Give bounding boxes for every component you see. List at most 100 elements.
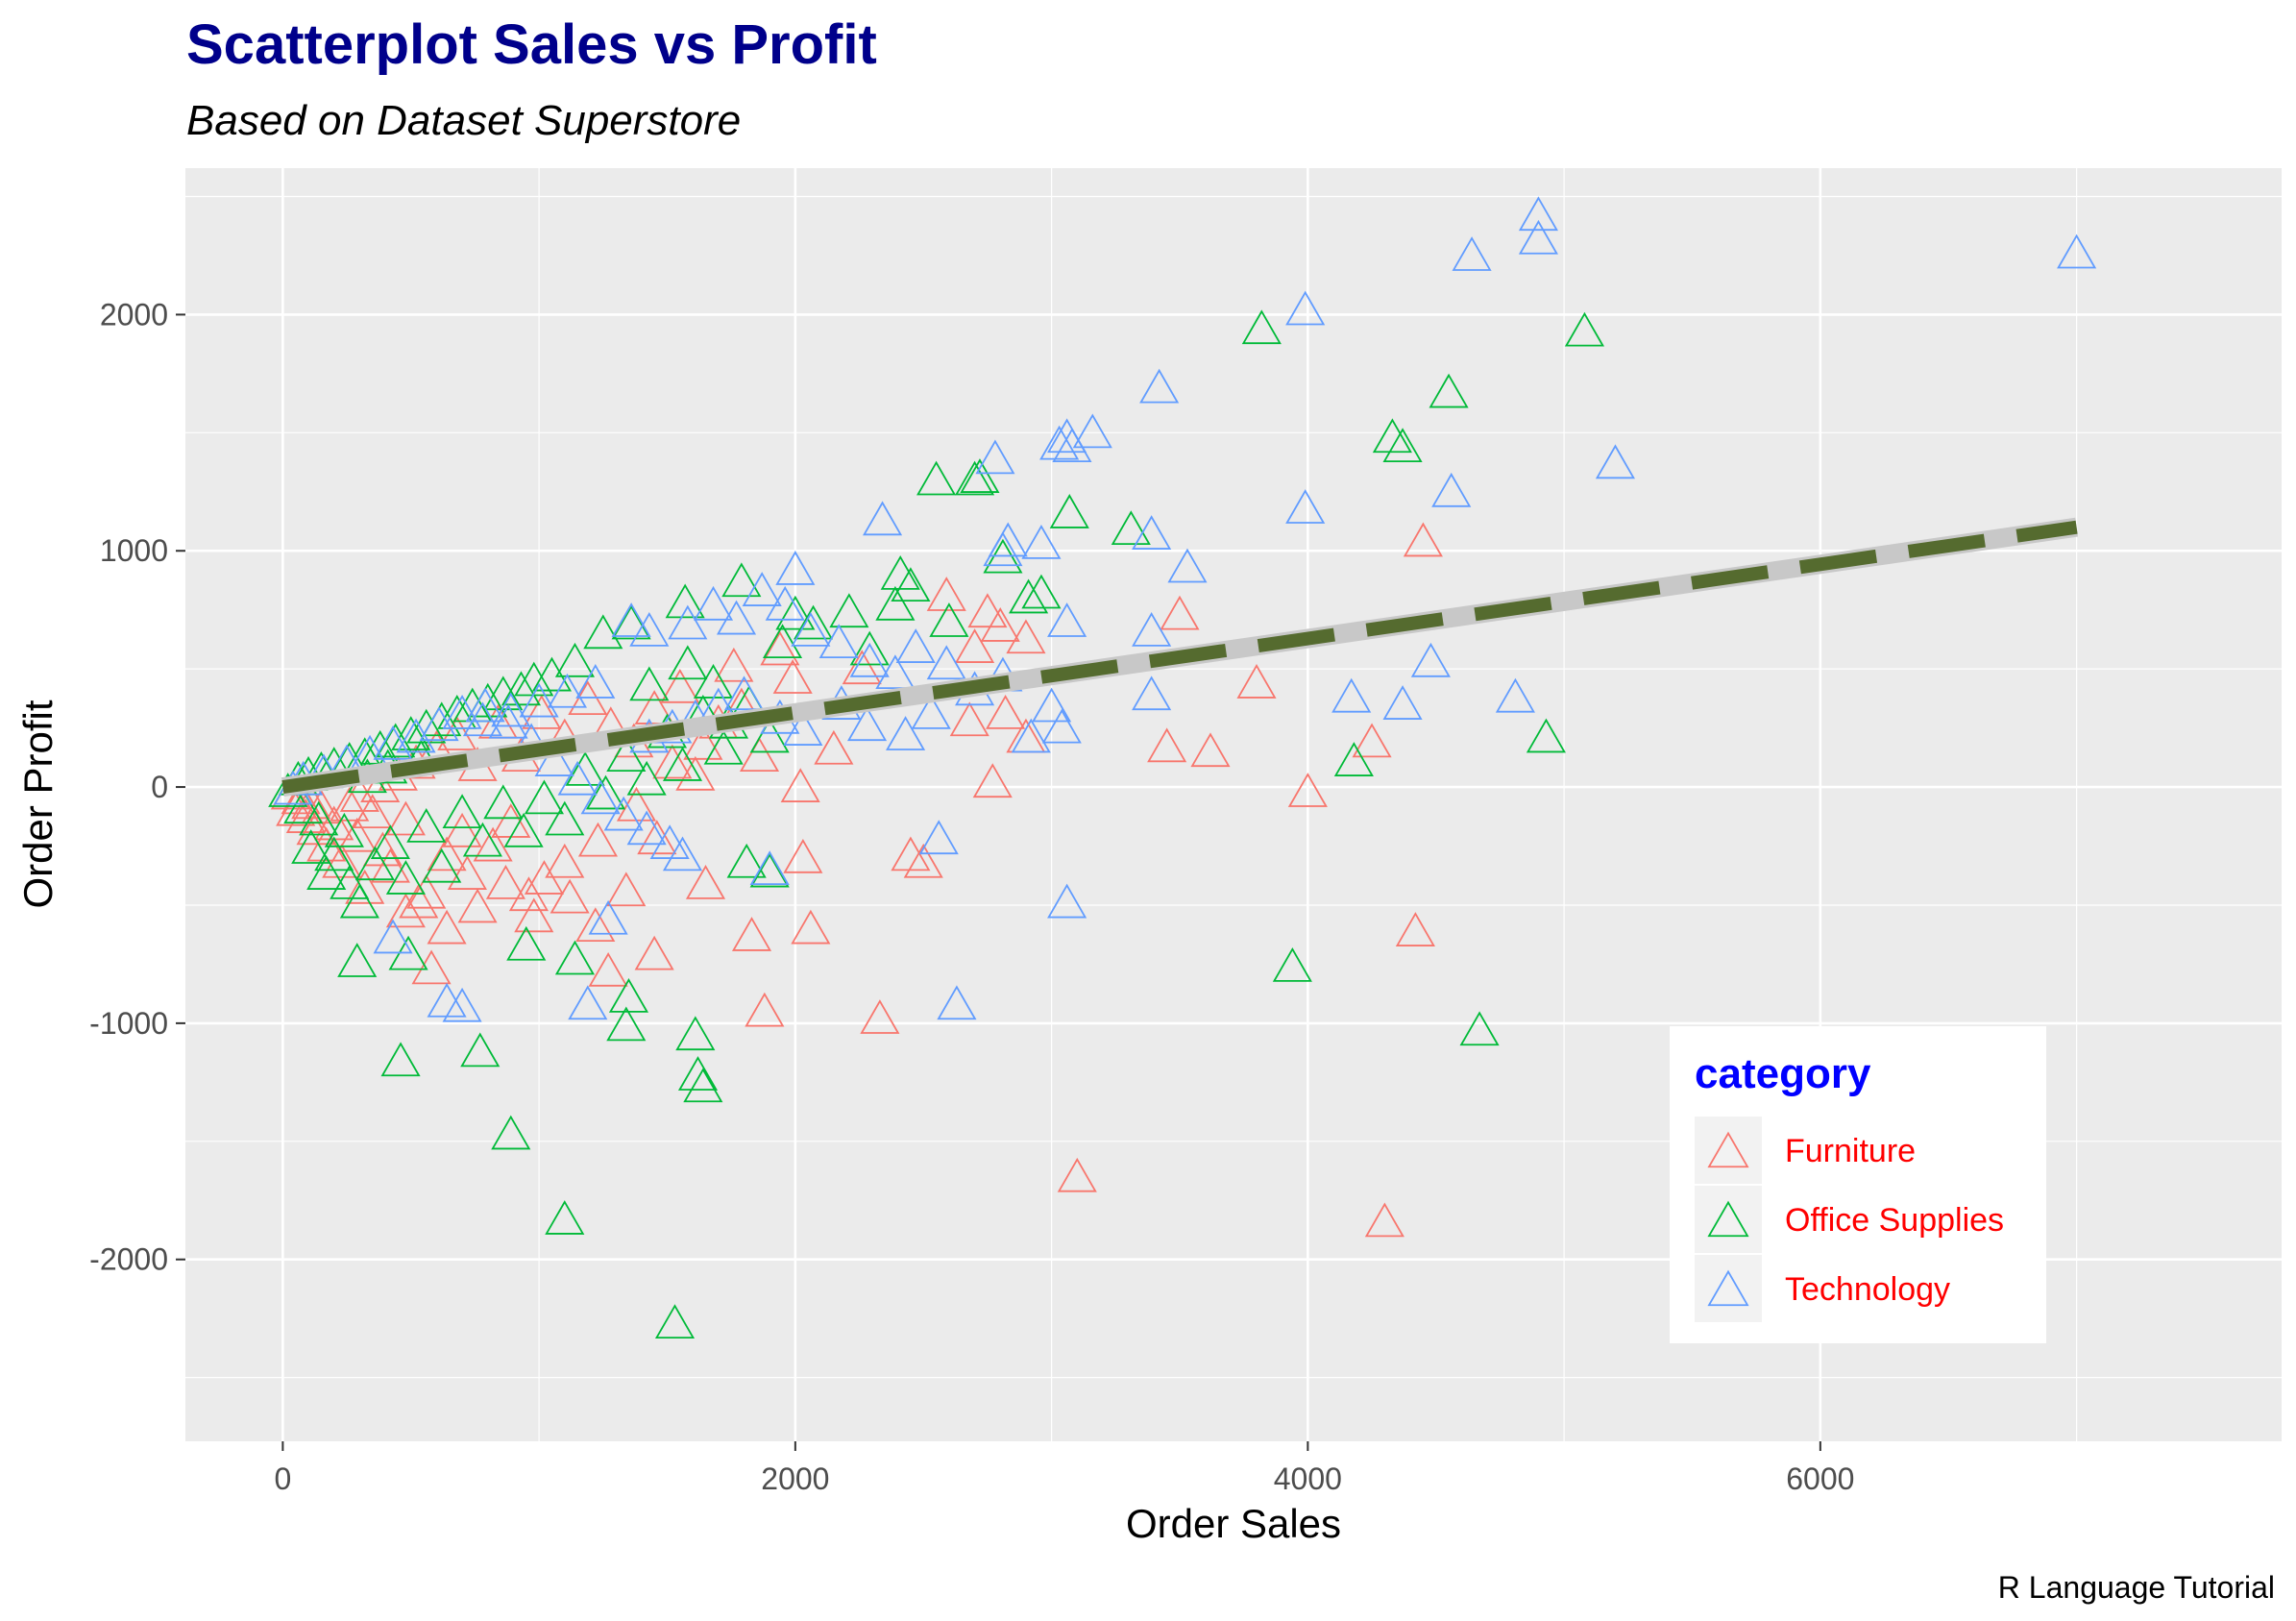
data-point-furniture (955, 628, 995, 663)
data-point-office-supplies (545, 800, 585, 836)
data-point-office-supplies (483, 784, 524, 820)
data-point-office-supplies (531, 656, 573, 692)
data-point-technology (1139, 368, 1180, 404)
data-point-office-supplies (677, 1056, 719, 1091)
data-point-office-supplies (524, 779, 565, 815)
data-point-technology (723, 675, 765, 711)
data-point-technology (534, 742, 574, 776)
data-point-technology (2057, 233, 2097, 269)
data-point-office-supplies (291, 829, 331, 864)
y-tick-label: -1000 (89, 1006, 168, 1041)
data-point-office-supplies (554, 940, 596, 975)
data-point-furniture (337, 817, 378, 852)
data-point-office-supplies (916, 460, 957, 496)
data-point-office-supplies (665, 583, 705, 619)
chart-title: Scatterplot Sales vs Profit (186, 13, 877, 76)
data-point-furniture (1190, 732, 1231, 768)
data-point-technology (1021, 525, 1062, 559)
data-point-furniture (685, 865, 726, 899)
data-point-office-supplies (337, 943, 378, 977)
data-point-furniture (980, 607, 1020, 642)
data-point-technology (1595, 444, 1636, 479)
data-point-office-supplies (762, 624, 803, 659)
y-axis-label: Order Profit (15, 700, 61, 908)
data-point-furniture (360, 768, 401, 802)
data-point-technology (775, 551, 816, 585)
data-point-technology (626, 810, 667, 846)
data-point-office-supplies (501, 671, 541, 706)
data-point-furniture (772, 659, 813, 694)
data-point-technology (462, 701, 502, 737)
data-point-technology (693, 585, 734, 621)
data-point-office-supplies (1241, 309, 1282, 345)
data-point-office-supplies (391, 716, 431, 750)
legend-label: Office Supplies (1785, 1202, 2004, 1239)
data-point-office-supplies (960, 458, 1000, 493)
data-point-technology (1331, 677, 1372, 713)
data-point-technology (373, 725, 413, 760)
data-point-technology (926, 645, 966, 680)
data-point-technology (862, 501, 903, 536)
data-point-office-supplies (545, 1200, 585, 1235)
data-point-furniture (330, 786, 370, 822)
data-point-office-supplies (324, 812, 364, 847)
data-point-technology (575, 664, 616, 699)
data-point-office-supplies (283, 789, 324, 824)
data-point-office-supplies (629, 666, 670, 701)
data-point-technology (662, 836, 703, 872)
data-point-office-supplies (1009, 578, 1049, 614)
data-point-furniture (345, 869, 385, 904)
data-point-furniture (447, 855, 487, 890)
data-point-furniture (606, 872, 647, 907)
data-point-furniture (1236, 664, 1277, 699)
data-point-furniture (949, 701, 989, 737)
data-point-technology (442, 695, 482, 729)
data-point-office-supplies (370, 824, 410, 859)
data-point-technology (1285, 489, 1326, 524)
data-point-furniture (683, 725, 723, 760)
data-point-furniture (385, 893, 426, 928)
data-point-technology (1047, 883, 1087, 919)
data-point-furniture (760, 630, 800, 666)
data-point-furniture (1006, 619, 1046, 654)
data-point-furniture (791, 909, 831, 945)
data-point-office-supplies (606, 737, 647, 773)
chart-caption: R Language Tutorial (1998, 1570, 2275, 1605)
data-point-office-supplies (306, 855, 347, 890)
data-point-furniture (660, 668, 700, 703)
data-point-office-supplies (606, 1006, 647, 1042)
data-point-technology (818, 624, 859, 659)
x-axis-label: Order Sales (1126, 1501, 1341, 1546)
data-point-technology (1167, 548, 1208, 583)
data-point-office-supplies (385, 860, 426, 895)
trend-line (281, 517, 2079, 797)
data-point-furniture (406, 873, 447, 909)
data-point-technology (396, 718, 436, 753)
data-point-office-supplies (503, 812, 544, 847)
data-point-furniture (842, 650, 882, 685)
data-point-office-supplies (891, 567, 931, 602)
data-point-office-supplies (585, 774, 626, 810)
data-point-furniture (285, 798, 326, 833)
data-point-office-supplies (354, 846, 395, 881)
data-point-technology (918, 820, 959, 855)
data-point-office-supplies (675, 1016, 716, 1051)
data-point-office-supplies (462, 822, 502, 857)
data-point-office-supplies (1382, 428, 1423, 462)
data-point-furniture (634, 935, 674, 970)
data-point-office-supplies (380, 1042, 421, 1077)
data-point-office-supplies (749, 852, 790, 888)
data-point-office-supplies (793, 604, 834, 640)
data-point-furniture (291, 784, 331, 820)
data-point-office-supplies (491, 1115, 531, 1150)
data-point-technology (975, 439, 1015, 475)
data-point-office-supplies (1272, 947, 1312, 982)
data-point-technology (1518, 196, 1558, 232)
legend-label: Technology (1785, 1271, 1950, 1308)
data-point-furniture (339, 777, 379, 812)
data-point-technology (749, 850, 790, 886)
data-point-technology (1410, 642, 1451, 677)
data-point-furniture (588, 951, 628, 987)
data-point-technology (875, 654, 916, 689)
data-point-technology (491, 692, 531, 727)
